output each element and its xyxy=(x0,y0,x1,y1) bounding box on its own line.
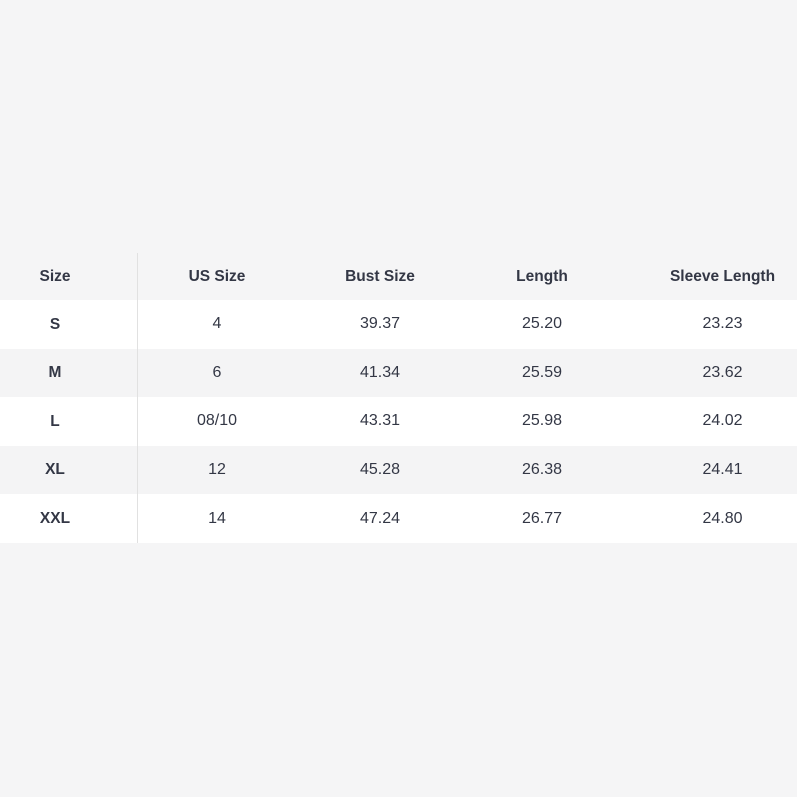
length-value: 25.98 xyxy=(521,412,563,430)
sleeve-length-value: 23.62 xyxy=(702,363,743,381)
table-row-s: S 4 39.37 25.20 23.23 xyxy=(0,300,797,349)
table-row-m: M 6 41.34 25.59 23.62 xyxy=(0,348,797,398)
table-header-row: Size US Size Bust Size Length Sleeve Len… xyxy=(0,253,797,300)
table-row-xl: XL 12 45.28 26.38 24.41 xyxy=(0,445,797,495)
column-header-sleeve-length: Sleeve Length xyxy=(669,267,776,285)
length-value: 26.77 xyxy=(521,509,563,527)
first-column-divider xyxy=(137,253,138,543)
us-size-value: 4 xyxy=(212,315,222,333)
bust-size-value: 43.31 xyxy=(359,412,401,430)
sleeve-length-value: 23.23 xyxy=(702,315,743,333)
length-value: 25.59 xyxy=(521,363,563,381)
column-header-size: Size xyxy=(39,267,71,285)
us-size-value: 12 xyxy=(208,461,226,479)
sleeve-length-value: 24.41 xyxy=(702,461,743,479)
bust-size-value: 45.28 xyxy=(359,461,401,479)
bust-size-value: 41.34 xyxy=(359,363,401,381)
table-row-l: L 08/10 43.31 25.98 24.02 xyxy=(0,397,797,446)
length-value: 25.20 xyxy=(521,315,563,333)
us-size-value: 6 xyxy=(212,363,222,381)
size-label: XL xyxy=(45,461,65,479)
sleeve-length-value: 24.02 xyxy=(702,412,743,430)
bust-size-value: 47.24 xyxy=(359,509,401,527)
table-row-xxl: XXL 14 47.24 26.77 24.80 xyxy=(0,494,797,543)
column-header-bust-size: Bust Size xyxy=(345,267,415,285)
column-header-us-size: US Size xyxy=(188,267,246,285)
size-label: S xyxy=(49,315,61,333)
length-value: 26.38 xyxy=(521,461,563,479)
size-label: M xyxy=(48,364,62,382)
bust-size-value: 39.37 xyxy=(359,315,401,333)
us-size-value: 08/10 xyxy=(196,412,238,430)
size-chart-table: Size US Size Bust Size Length Sleeve Len… xyxy=(0,253,797,543)
column-header-length: Length xyxy=(516,267,568,285)
us-size-value: 14 xyxy=(208,509,226,527)
sleeve-length-value: 24.80 xyxy=(702,509,743,527)
size-label: L xyxy=(50,412,60,430)
size-label: XXL xyxy=(39,509,71,527)
